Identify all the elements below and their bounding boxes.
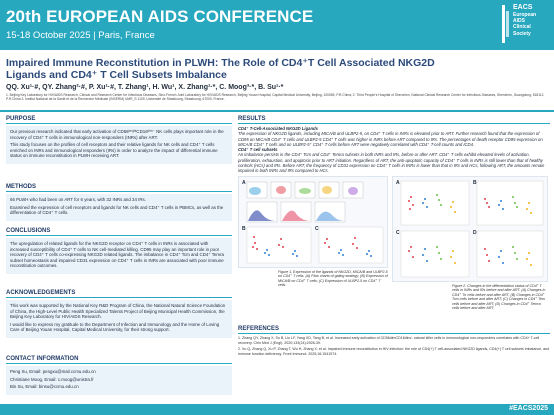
acknowledgements-paragraph-2: I would like to express my gratitude to … — [10, 321, 220, 333]
footer-bar: #EACS2025 — [0, 404, 554, 415]
conclusions-paragraph-1: The upregulation of related ligands for … — [10, 241, 224, 269]
conference-title: 20th EUROPEAN AIDS CONFERENCE — [6, 7, 314, 26]
figure-2-panel-d-plot — [476, 230, 544, 278]
figure-1-graphic: A — [242, 180, 384, 264]
logo-line-3: Clinical — [513, 24, 531, 31]
figure-1-panel-c-label: C — [315, 226, 319, 232]
conclusions-section: CONCLUSIONS The upregulation of related … — [6, 228, 232, 286]
footer-hashtag: #EACS2025 — [509, 405, 548, 412]
figure-1: A — [238, 176, 388, 268]
contact-section: CONTACT INFORMATION Peng Xu, Email: peng… — [6, 356, 232, 408]
methods-paragraph-2: Examined the expression of cell receptor… — [10, 204, 224, 216]
figure-2-panel-d-label: D — [473, 230, 477, 236]
figure-2-panel-a-plot — [400, 180, 470, 226]
logo-line-1: European — [513, 12, 537, 18]
poster-title: Impaired Immune Reconstitution in PLWH: … — [6, 57, 435, 81]
contact-body: Peng Xu, Email: pengxu@mail.ccmu.edu.cn … — [6, 366, 232, 395]
figure-2-panel-c-label: C — [396, 230, 400, 236]
figure-2: A B C D — [392, 176, 548, 282]
dot-plots-b — [246, 226, 312, 264]
eacs-logo: EACS European AIDS Clinical Society — [502, 4, 550, 46]
methods-section: METHODS 66 PLWH who had been on ART for … — [6, 184, 232, 224]
methods-heading: METHODS — [6, 184, 232, 192]
contact-line: Peng Xu, Email: pengxu@mail.ccmu.edu.cn — [10, 369, 96, 374]
poster-affiliations: 1. Beijing Key Laboratory for HIV/AIDS R… — [6, 93, 545, 102]
figure-2-panel-c-plot — [400, 230, 470, 278]
poster-authors: QQ. Xu¹·#, QY. Zhang²·#, P. Xu¹·#, T. Zh… — [6, 84, 284, 91]
poster-title-area: Impaired Immune Reconstitution in PLWH: … — [0, 50, 554, 112]
contact-heading: CONTACT INFORMATION — [6, 356, 232, 364]
contact-line: Bin Su, Email: binsu@ccmu.edu.cn — [10, 384, 79, 390]
conference-banner: 20th EUROPEAN AIDS CONFERENCE 15-18 Octo… — [0, 0, 554, 50]
results-text: CD4⁺ T-Cell-Associated NKG2D Ligands The… — [238, 126, 550, 174]
results-paragraph-1: The expression of NKG2D ligands, includi… — [238, 131, 543, 147]
purpose-paragraph-1: Our previous research indicated that ear… — [10, 129, 224, 140]
logo-abbr: EACS — [513, 4, 533, 11]
purpose-section: PURPOSE Our previous research indicated … — [6, 116, 232, 180]
results-section: RESULTS CD4⁺ T-Cell-Associated NKG2D Lig… — [238, 116, 550, 326]
results-paragraph-2: An imbalance persists in the CD4⁺ Tcm an… — [238, 152, 545, 174]
dot-plots-c — [318, 226, 384, 264]
results-subheading-2: CD4⁺ T cell subsets — [238, 147, 278, 153]
figure-1-caption: Figure 1. Expression of the ligands of N… — [278, 270, 388, 288]
figure-1-panel-b-label: B — [242, 226, 246, 232]
conference-dates: 15-18 October 2025 | Paris, France — [6, 30, 155, 41]
conclusions-heading: CONCLUSIONS — [6, 228, 232, 236]
references-section: REFERENCES 1. Zhang QY, Zhang X, Su B, L… — [238, 326, 550, 376]
figure-2-panel-b-label: B — [473, 180, 477, 186]
histograms — [246, 201, 346, 223]
methods-paragraph-1: 66 PLWH who had been on ART for 6 years,… — [10, 197, 146, 202]
figure-1-panel-a-label: A — [242, 180, 246, 186]
acknowledgements-paragraph-1: This work was supported by the National … — [10, 303, 226, 320]
gating-plots — [246, 181, 364, 199]
eacs-logo-mark-icon — [502, 5, 509, 43]
results-heading: RESULTS — [238, 116, 550, 124]
methods-body: 66 PLWH who had been on ART for 6 years,… — [6, 194, 232, 221]
conclusions-body: The upregulation of related ligands for … — [6, 238, 232, 274]
purpose-heading: PURPOSE — [6, 116, 232, 124]
purpose-body: Our previous research indicated that ear… — [6, 126, 232, 164]
contact-line: Christiane Moog, Email: c.moog@unistra.f… — [10, 376, 94, 382]
acknowledgements-section: ACKNOWLEDGEMENTS This work was supported… — [6, 290, 232, 352]
logo-line-2: AIDS — [513, 18, 525, 25]
acknowledgements-heading: ACKNOWLEDGEMENTS — [6, 290, 232, 298]
acknowledgements-body: This work was supported by the National … — [6, 300, 232, 338]
figure-2-panel-a-label: A — [396, 180, 400, 186]
purpose-paragraph-2: This study focuses on the profiles of ce… — [10, 142, 218, 159]
logo-line-4: Society — [513, 30, 531, 37]
figure-2-graphic: A B C D — [396, 180, 544, 278]
reference-item: 2. Xu Q, Zhang Q, Xu P, Zhang T, Wu H, Z… — [238, 347, 550, 356]
reference-item: 1. Zhang QY, Zhang X, Su B, Liu LF, Yang… — [238, 336, 540, 345]
figure-2-caption: Figure 2. Changes in the differentiation… — [452, 284, 546, 311]
eacs-logo-text: EACS European AIDS Clinical Society — [513, 4, 536, 37]
results-subheading-1: CD4⁺ T-Cell-Associated NKG2D Ligands — [238, 126, 318, 131]
references-heading: REFERENCES — [238, 326, 550, 334]
